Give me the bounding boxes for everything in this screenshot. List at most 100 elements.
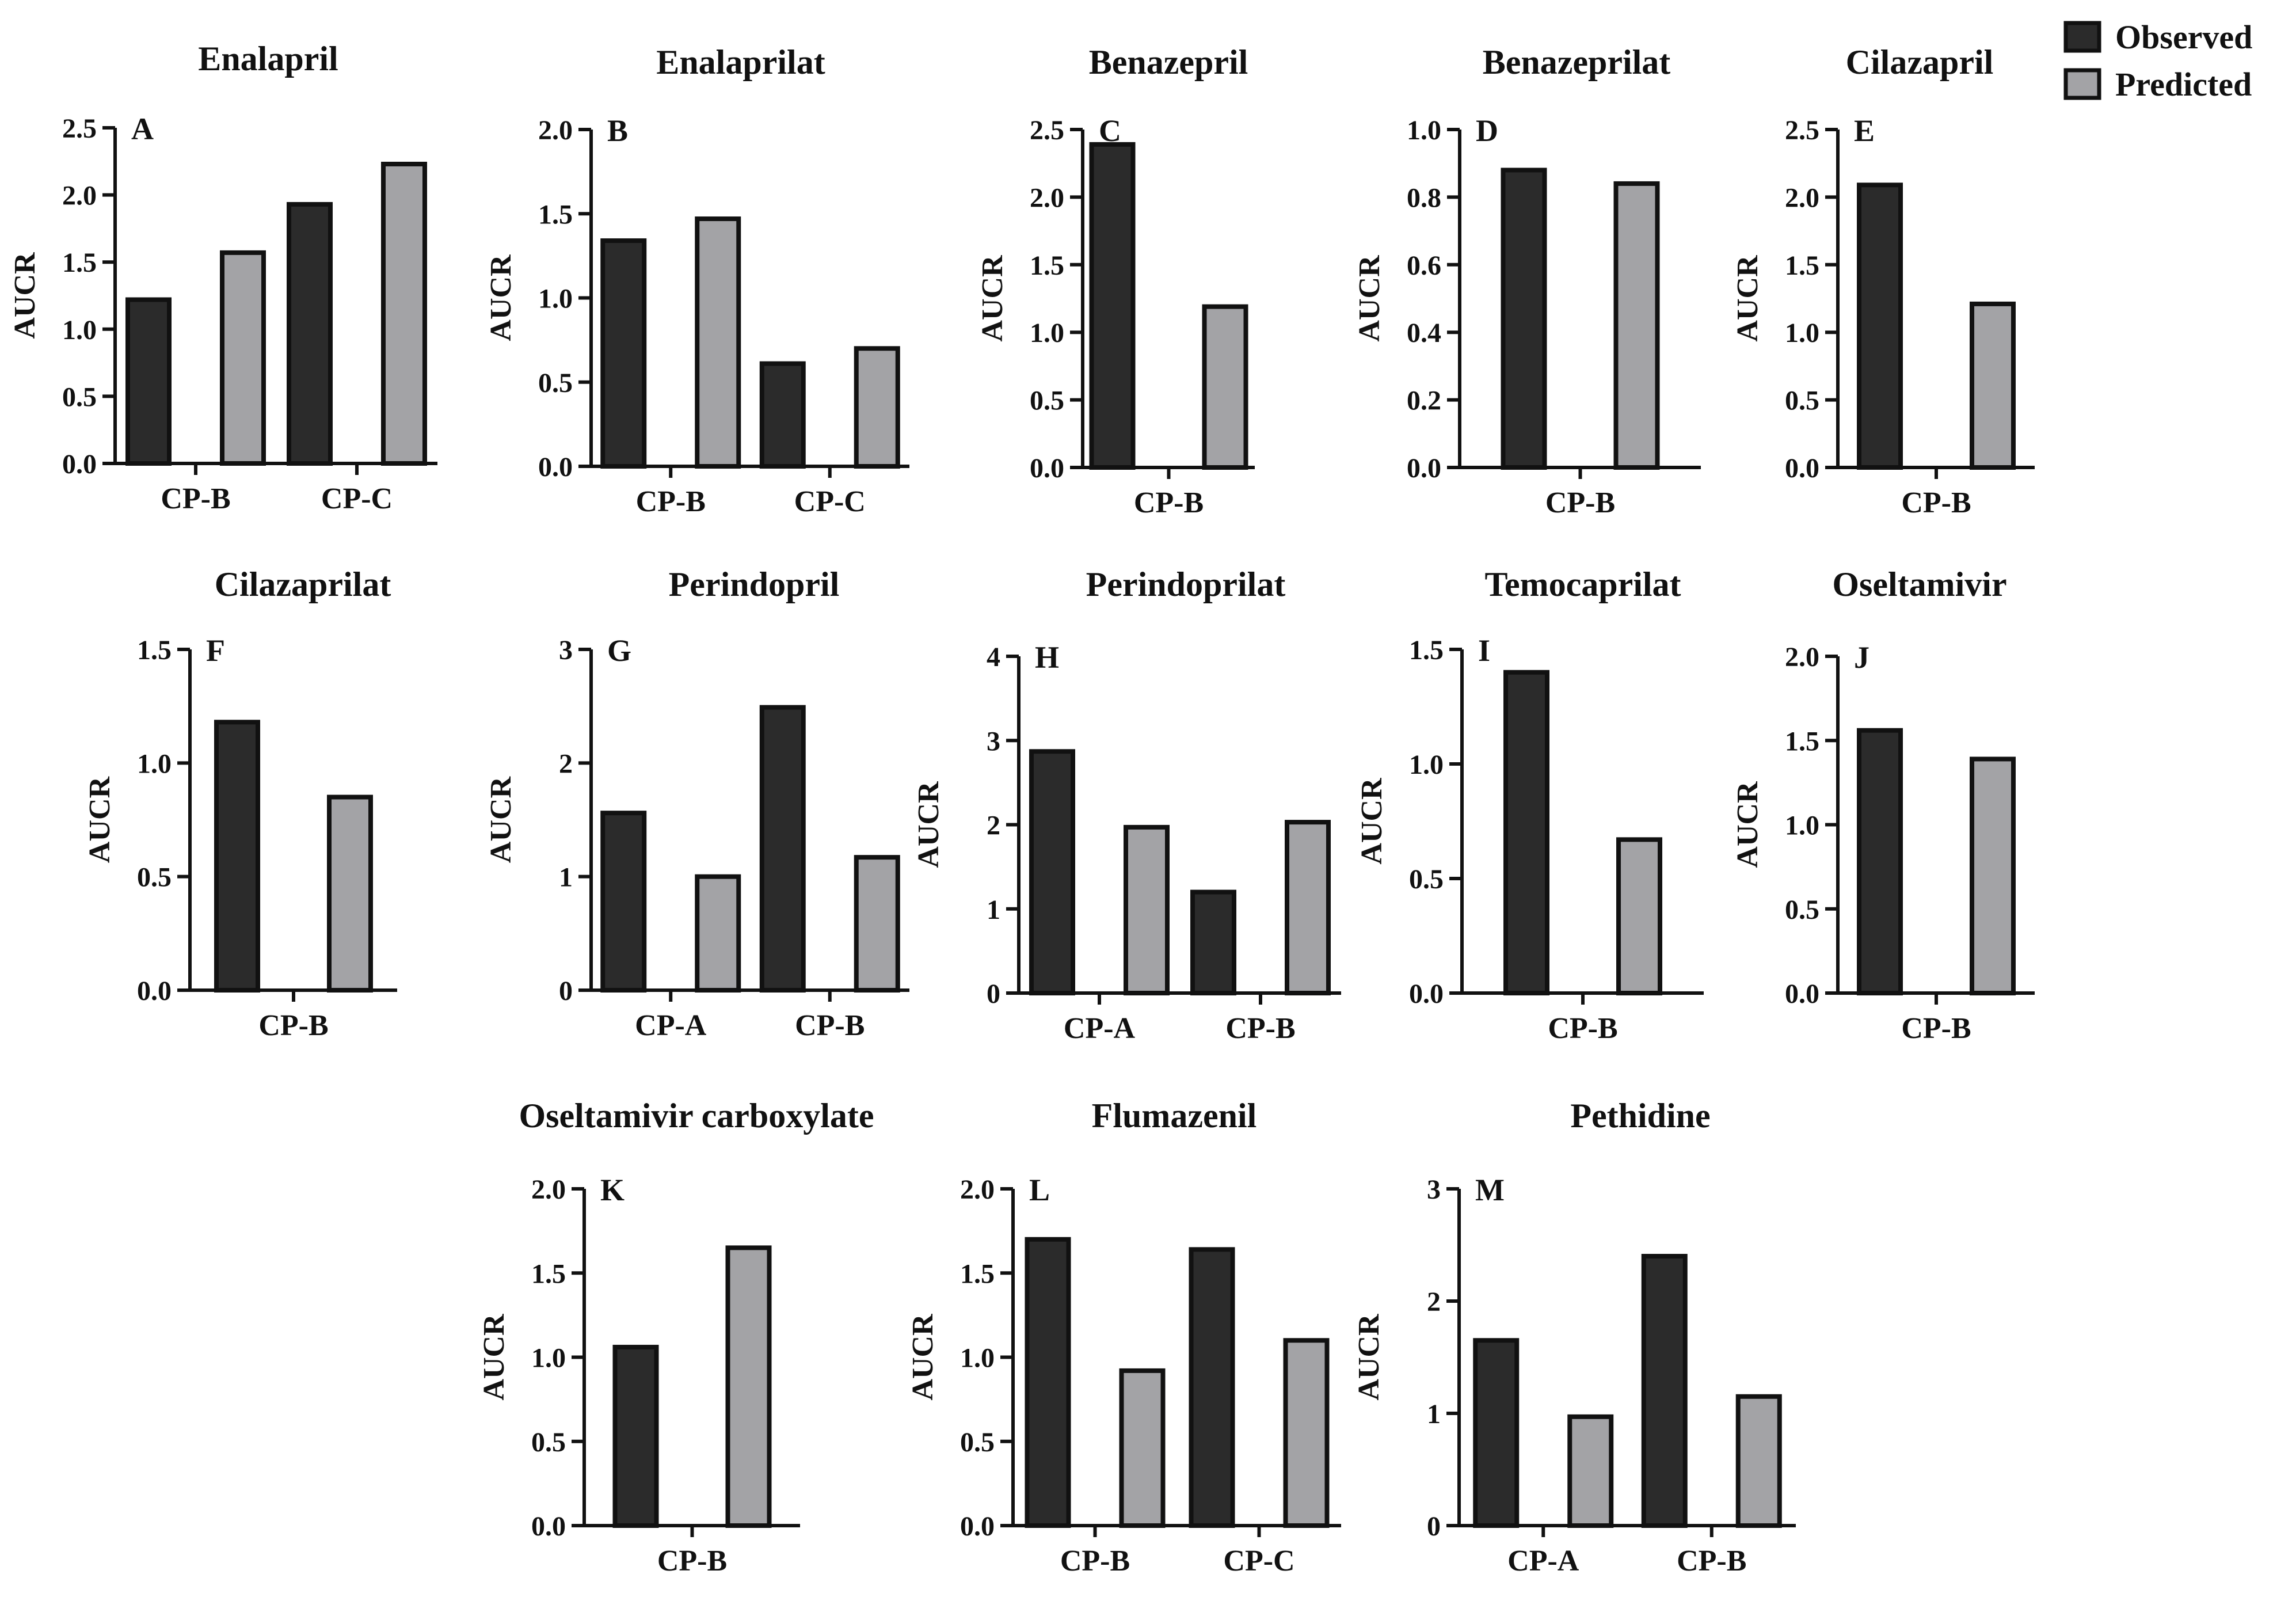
y-axis-label: AUCR	[1355, 777, 1388, 865]
bar-predicted-cp-a	[695, 874, 741, 993]
bar-predicted-cp-b	[695, 216, 741, 469]
bar-observed-cp-b	[1857, 182, 1903, 470]
bar-predicted-cp-b	[1202, 304, 1248, 470]
x-tick-label: CP-C	[321, 482, 393, 515]
panel-letter: D	[1476, 113, 1498, 148]
x-tick-label: CP-A	[1064, 1012, 1136, 1045]
y-tick-label: 0.6	[1407, 250, 1441, 281]
panel-letter: J	[1854, 640, 1869, 675]
bar-predicted-cp-b	[1616, 837, 1662, 995]
y-tick-label: 0.0	[1785, 979, 1819, 1009]
x-tick-label: CP-A	[635, 1009, 707, 1042]
bar-predicted-cp-b	[1970, 301, 2016, 470]
y-tick-label: 0.0	[538, 452, 573, 482]
x-tick-label: CP-B	[258, 1009, 328, 1042]
y-tick-label: 0.5	[538, 368, 573, 398]
panel-letter: B	[607, 113, 628, 148]
panel-letter: H	[1035, 640, 1059, 675]
chart-title: Perindoprilat	[1086, 565, 1286, 603]
bar-observed-cp-c	[1189, 1247, 1235, 1528]
bar-observed-cp-b	[600, 238, 647, 469]
chart-title: Oseltamivir	[1832, 565, 2006, 603]
y-tick-label: 0.5	[1409, 864, 1444, 895]
y-tick-label: 0.5	[1785, 386, 1819, 416]
x-tick-label: CP-B	[1060, 1545, 1130, 1577]
y-tick-label: 1.5	[1785, 726, 1819, 756]
y-tick-label: 1.0	[1409, 750, 1444, 780]
bar-observed-cp-b	[1503, 670, 1549, 996]
chart-title: Enalaprilat	[656, 43, 825, 81]
y-tick-label: 2	[987, 811, 1000, 841]
y-tick-label: 1.0	[538, 284, 573, 314]
bar-observed-cp-a	[1029, 749, 1075, 995]
bar-predicted-cp-b	[1970, 756, 2016, 996]
y-axis-label: AUCR	[907, 1313, 939, 1401]
y-tick-label: 2.5	[1785, 115, 1819, 146]
y-tick-label: 0.0	[62, 449, 97, 480]
legend-label: Predicted	[2115, 66, 2252, 103]
y-tick-label: 0.0	[1785, 453, 1819, 484]
panel-letter: A	[131, 112, 154, 146]
y-tick-label: 3	[987, 726, 1000, 756]
y-tick-label: 1.0	[1785, 811, 1819, 841]
bar-observed-cp-b	[125, 297, 172, 466]
y-axis-label: AUCR	[485, 254, 517, 341]
bar-predicted-cp-b	[327, 794, 373, 993]
y-tick-label: 0.5	[1785, 895, 1819, 925]
y-tick-label: 0.5	[960, 1427, 995, 1458]
panel-letter: K	[600, 1173, 625, 1207]
y-tick-label: 0	[559, 976, 573, 1006]
panel-j: Oseltamivir J AUCR 0.0 0.5 1.0 1.5 2.0 CP-B	[1731, 565, 2035, 1045]
bar-observed-cp-b	[1025, 1237, 1071, 1528]
bar-observed-cp-a	[600, 811, 647, 993]
x-tick-label: CP-B	[1545, 486, 1615, 519]
y-tick-label: 0.5	[62, 382, 97, 412]
chart-title: Benazeprilat	[1483, 43, 1671, 81]
bar-observed-cp-b	[612, 1344, 659, 1528]
y-tick-label: 0	[1427, 1511, 1441, 1542]
y-tick-label: 1.0	[1407, 115, 1441, 146]
y-axis-label: AUCR	[1353, 1313, 1385, 1401]
y-tick-label: 0.0	[531, 1511, 566, 1542]
y-tick-label: 3	[1427, 1174, 1441, 1205]
y-axis-label: AUCR	[1731, 781, 1764, 868]
panel-d: Benazeprilat D AUCR 0.0 0.2 0.4 0.6 0.8 1.0 CP-B	[1353, 43, 1701, 519]
panel-b: Enalaprilat B AUCR 0.0 0.5 1.0 1.5 2.0 CP-B CP-C	[485, 43, 909, 518]
legend-label: Observed	[2115, 18, 2252, 56]
y-axis-label: AUCR	[1731, 254, 1764, 342]
y-tick-label: 1.0	[1030, 318, 1064, 348]
y-tick-label: 2.0	[538, 115, 573, 146]
y-tick-label: 1.0	[1785, 318, 1819, 348]
x-tick-label: CP-C	[1223, 1545, 1294, 1577]
bar-predicted-cp-b	[854, 855, 900, 993]
bar-predicted-cp-b	[220, 250, 266, 466]
panel-letter: M	[1475, 1173, 1505, 1207]
x-tick-label: CP-B	[1677, 1545, 1746, 1577]
bar-observed-cp-b	[1089, 142, 1136, 470]
bar-observed-cp-a	[1473, 1338, 1520, 1528]
bar-predicted-cp-c	[1283, 1338, 1330, 1528]
y-tick-label: 2.0	[62, 181, 97, 211]
x-tick-label: CP-B	[1225, 1012, 1295, 1045]
y-tick-label: 1.5	[960, 1258, 995, 1289]
legend-swatch	[2063, 68, 2101, 100]
y-tick-label: 0.4	[1407, 318, 1441, 348]
y-tick-label: 1	[559, 862, 573, 893]
y-tick-label: 0	[987, 979, 1000, 1009]
y-tick-label: 2.5	[1030, 115, 1064, 146]
y-tick-label: 2.0	[1030, 182, 1064, 213]
x-tick-label: CP-B	[161, 482, 230, 515]
y-tick-label: 0.8	[1407, 182, 1441, 213]
y-tick-label: 0.0	[1407, 453, 1441, 484]
bar-predicted-cp-a	[1124, 824, 1170, 995]
bar-observed-cp-b	[1501, 168, 1547, 470]
y-tick-label: 1.5	[1030, 250, 1064, 281]
y-axis-label: AUCR	[1353, 254, 1386, 342]
y-tick-label: 2.0	[960, 1174, 995, 1205]
legend-item-observed: Observed	[2063, 18, 2252, 56]
chart-title: Enalapril	[198, 40, 338, 78]
y-tick-label: 0.0	[137, 976, 172, 1006]
y-axis-label: AUCR	[83, 775, 116, 863]
x-tick-label: CP-B	[657, 1545, 727, 1577]
